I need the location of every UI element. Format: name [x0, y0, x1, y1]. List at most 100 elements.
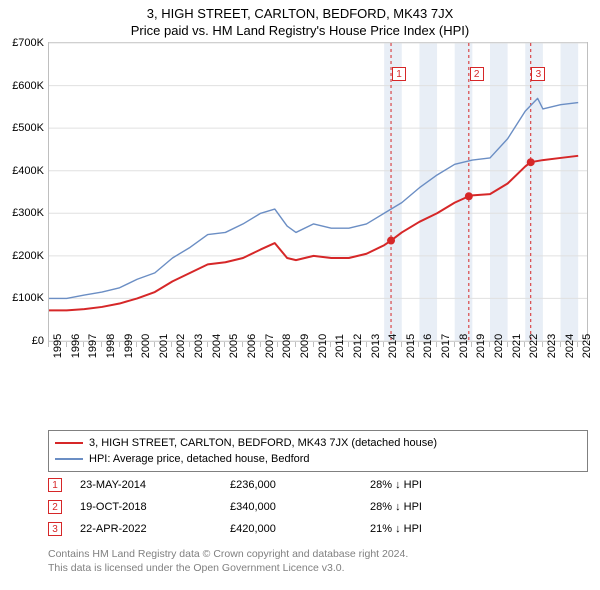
x-tick-label: 2006: [246, 334, 258, 358]
title-sub: Price paid vs. HM Land Registry's House …: [0, 23, 600, 38]
x-tick-label: 1995: [52, 334, 64, 358]
x-tick-label: 2004: [211, 334, 223, 358]
x-tick-mark: [471, 342, 472, 347]
chart-marker: 2: [470, 67, 484, 81]
x-tick-mark: [436, 342, 437, 347]
legend-row: 3, HIGH STREET, CARLTON, BEDFORD, MK43 7…: [55, 435, 581, 451]
x-tick-label: 2003: [193, 334, 205, 358]
sales-row: 322-APR-2022£420,00021% ↓ HPI: [48, 518, 588, 540]
sales-price: £236,000: [230, 479, 370, 491]
chart-container: 3, HIGH STREET, CARLTON, BEDFORD, MK43 7…: [0, 0, 600, 590]
footer-line1: Contains HM Land Registry data © Crown c…: [48, 548, 588, 562]
x-tick-label: 2011: [334, 334, 346, 358]
chart-marker: 1: [392, 67, 406, 81]
x-tick-label: 2009: [299, 334, 311, 358]
x-tick-label: 2002: [175, 334, 187, 358]
x-tick-mark: [136, 342, 137, 347]
sales-row: 2 19-OCT-2018£340,00028% ↓ HPI: [48, 496, 588, 518]
y-tick-label: £200K: [0, 250, 44, 262]
x-tick-label: 2016: [422, 334, 434, 358]
x-tick-mark: [260, 342, 261, 347]
legend-line: [55, 442, 83, 444]
x-tick-mark: [154, 342, 155, 347]
x-tick-mark: [295, 342, 296, 347]
x-tick-label: 2025: [581, 334, 593, 358]
x-tick-label: 2021: [511, 334, 523, 358]
x-tick-mark: [119, 342, 120, 347]
x-tick-label: 2022: [528, 334, 540, 358]
x-tick-mark: [171, 342, 172, 347]
sales-diff: 28% ↓ HPI: [370, 501, 510, 513]
x-tick-mark: [330, 342, 331, 347]
x-tick-label: 2018: [458, 334, 470, 358]
x-tick-mark: [507, 342, 508, 347]
y-tick-label: £700K: [0, 37, 44, 49]
sales-price: £420,000: [230, 523, 370, 535]
sales-table: 1 23-MAY-2014£236,00028% ↓ HPI 2 19-OCT-201…: [48, 474, 588, 540]
x-tick-mark: [83, 342, 84, 347]
legend-label: 3, HIGH STREET, CARLTON, BEDFORD, MK43 7…: [89, 437, 437, 449]
x-tick-mark: [418, 342, 419, 347]
footer: Contains HM Land Registry data © Crown c…: [48, 548, 588, 575]
y-tick-label: £500K: [0, 122, 44, 134]
x-tick-mark: [383, 342, 384, 347]
footer-line2: This data is licensed under the Open Gov…: [48, 562, 588, 576]
x-tick-label: 2019: [475, 334, 487, 358]
x-tick-mark: [189, 342, 190, 347]
x-tick-label: 2023: [546, 334, 558, 358]
sales-date: 23-MAY-2014: [80, 479, 230, 491]
x-tick-mark: [401, 342, 402, 347]
x-tick-label: 1998: [105, 334, 117, 358]
x-tick-mark: [277, 342, 278, 347]
x-tick-mark: [577, 342, 578, 347]
chart-marker: 3: [531, 67, 545, 81]
x-tick-label: 2014: [387, 334, 399, 358]
x-tick-label: 1996: [70, 334, 82, 358]
x-tick-label: 2005: [228, 334, 240, 358]
sales-row: 1 23-MAY-2014£236,00028% ↓ HPI: [48, 474, 588, 496]
x-tick-mark: [101, 342, 102, 347]
chart: 123£0£100K£200K£300K£400K£500K£600K£700K…: [0, 42, 600, 382]
x-tick-mark: [313, 342, 314, 347]
x-tick-label: 1999: [123, 334, 135, 358]
x-tick-mark: [224, 342, 225, 347]
x-tick-label: 2001: [158, 334, 170, 358]
x-tick-mark: [489, 342, 490, 347]
x-tick-label: 2017: [440, 334, 452, 358]
x-tick-mark: [242, 342, 243, 347]
x-tick-label: 2010: [317, 334, 329, 358]
x-tick-mark: [66, 342, 67, 347]
x-tick-label: 2015: [405, 334, 417, 358]
x-tick-label: 2000: [140, 334, 152, 358]
legend: 3, HIGH STREET, CARLTON, BEDFORD, MK43 7…: [48, 430, 588, 472]
plot-svg: [49, 43, 587, 341]
plot-area: [48, 42, 588, 342]
x-tick-mark: [542, 342, 543, 347]
x-tick-mark: [48, 342, 49, 347]
y-tick-label: £400K: [0, 165, 44, 177]
x-tick-mark: [366, 342, 367, 347]
x-tick-mark: [348, 342, 349, 347]
sales-date: 22-APR-2022: [80, 523, 230, 535]
x-tick-label: 1997: [87, 334, 99, 358]
x-tick-label: 2007: [264, 334, 276, 358]
x-tick-label: 2020: [493, 334, 505, 358]
legend-label: HPI: Average price, detached house, Bedf…: [89, 453, 310, 465]
sales-marker: 2: [48, 500, 62, 514]
x-tick-label: 2012: [352, 334, 364, 358]
titles: 3, HIGH STREET, CARLTON, BEDFORD, MK43 7…: [0, 0, 600, 38]
title-main: 3, HIGH STREET, CARLTON, BEDFORD, MK43 7…: [0, 6, 600, 21]
sales-date: 19-OCT-2018: [80, 501, 230, 513]
x-tick-mark: [524, 342, 525, 347]
x-tick-mark: [560, 342, 561, 347]
y-tick-label: £300K: [0, 207, 44, 219]
y-tick-label: £100K: [0, 292, 44, 304]
x-tick-label: 2008: [281, 334, 293, 358]
sales-marker: 1: [48, 478, 62, 492]
y-tick-label: £0: [0, 335, 44, 347]
sales-diff: 28% ↓ HPI: [370, 479, 510, 491]
legend-row: HPI: Average price, detached house, Bedf…: [55, 451, 581, 467]
sales-price: £340,000: [230, 501, 370, 513]
x-tick-mark: [454, 342, 455, 347]
sales-diff: 21% ↓ HPI: [370, 523, 510, 535]
